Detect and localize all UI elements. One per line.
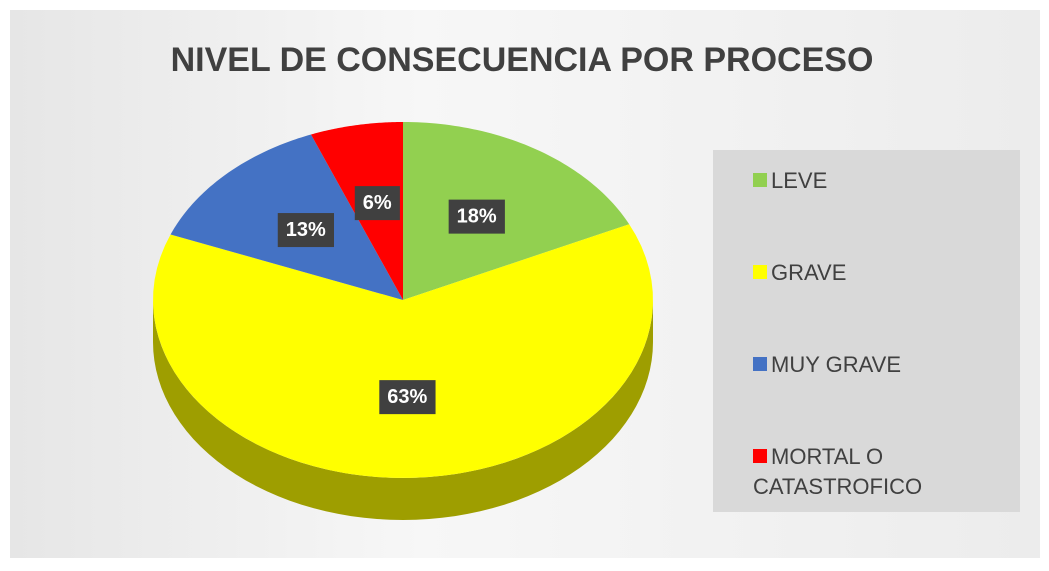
- legend-label: MORTAL O CATASTROFICO: [753, 444, 923, 499]
- data-label-text: 18%: [457, 206, 497, 228]
- legend-item: GRAVE: [753, 258, 993, 288]
- data-label-box: [448, 199, 505, 234]
- data-label-box: [354, 186, 400, 221]
- data-label: 6%: [354, 186, 400, 221]
- data-label: 63%: [379, 380, 436, 415]
- slice-side: [153, 300, 653, 520]
- chart-title: NIVEL DE CONSECUENCIA POR PROCESO: [171, 41, 874, 79]
- legend-label: MUY GRAVE: [771, 352, 901, 377]
- data-label-box: [379, 380, 436, 415]
- legend-item: MORTAL O CATASTROFICO: [753, 442, 993, 502]
- legend-swatch: [753, 449, 767, 463]
- legend-swatch: [753, 357, 767, 371]
- slice: [153, 224, 653, 478]
- data-label-text: 63%: [387, 386, 427, 408]
- data-label: 18%: [448, 199, 505, 234]
- data-label: 13%: [277, 213, 335, 248]
- legend-label: GRAVE: [771, 260, 847, 285]
- legend-swatch: [753, 173, 767, 187]
- data-label-text: 6%: [363, 192, 392, 214]
- legend-label: LEVE: [771, 168, 828, 193]
- data-label-box: [277, 213, 335, 248]
- slice: [403, 122, 630, 300]
- legend-item: MUY GRAVE: [753, 350, 993, 380]
- legend-swatch: [753, 265, 767, 279]
- legend: LEVE GRAVE MUY GRAVE MORTAL O CATASTROFICO: [713, 150, 1020, 512]
- data-label-text: 13%: [286, 219, 326, 241]
- legend-item: LEVE: [753, 166, 993, 196]
